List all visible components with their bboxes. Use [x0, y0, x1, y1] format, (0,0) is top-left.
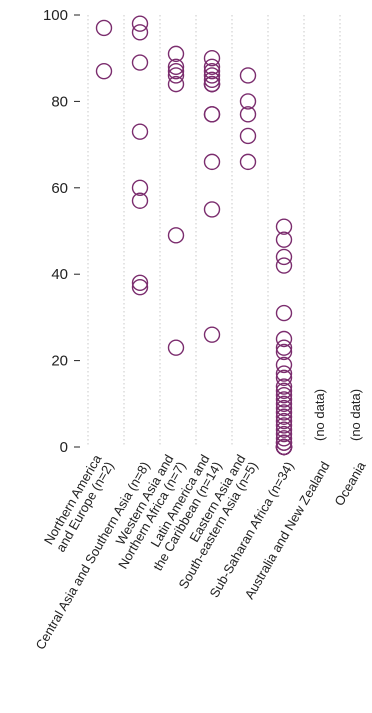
data-point	[275, 339, 293, 356]
data-point	[275, 404, 293, 421]
data-point	[275, 391, 293, 408]
data-point	[239, 67, 257, 84]
data-point	[275, 330, 293, 348]
no-data-label: (no data)	[348, 389, 363, 441]
data-point	[275, 430, 293, 447]
data-point	[275, 257, 293, 274]
data-point	[203, 326, 221, 343]
data-point	[239, 153, 257, 171]
data-point	[203, 62, 221, 80]
data-point	[275, 382, 293, 400]
no-data-label: (no data)	[312, 389, 327, 441]
data-point	[203, 201, 221, 218]
y-tick-label: 20	[51, 353, 68, 370]
data-point	[167, 227, 185, 244]
data-point	[131, 24, 149, 41]
grid-lines	[87, 15, 341, 447]
data-point	[131, 179, 149, 197]
data-point	[275, 438, 293, 456]
data-point	[167, 45, 185, 63]
data-point	[131, 192, 149, 209]
data-point	[275, 425, 293, 443]
data-point	[239, 93, 257, 110]
data-point	[131, 123, 149, 140]
data-point	[95, 62, 113, 80]
data-point	[275, 412, 293, 430]
data-point	[203, 106, 221, 123]
data-point	[275, 248, 293, 266]
data-point	[275, 365, 293, 382]
data-point	[239, 106, 257, 123]
data-point	[275, 434, 293, 451]
y-tick-label: 40	[51, 266, 68, 283]
category-label: Oceania	[331, 458, 369, 508]
data-point	[275, 417, 293, 434]
data-point	[167, 75, 185, 93]
data-point	[203, 50, 221, 67]
data-point	[275, 395, 293, 412]
y-tick-label: 0	[60, 439, 68, 456]
data-point	[275, 231, 293, 248]
data-point	[203, 153, 221, 171]
data-point	[131, 15, 149, 32]
data-point	[203, 71, 221, 89]
data-point	[131, 54, 149, 71]
data-point	[203, 67, 221, 84]
data-point	[275, 369, 293, 387]
y-tick-label: 100	[43, 7, 68, 24]
data-point	[167, 62, 185, 80]
data-point	[275, 408, 293, 425]
data-point	[167, 67, 185, 84]
y-tick-label: 60	[51, 180, 68, 197]
data-point	[275, 304, 293, 322]
data-point	[203, 75, 221, 93]
data-point	[275, 343, 293, 361]
data-point	[167, 58, 185, 76]
data-point	[131, 274, 149, 292]
data-point	[275, 218, 293, 235]
data-point	[275, 421, 293, 438]
data-point	[275, 378, 293, 395]
data-point	[275, 356, 293, 374]
data-point	[95, 19, 113, 37]
data-point	[131, 278, 149, 296]
data-point	[275, 386, 293, 404]
data-points	[95, 15, 293, 456]
y-axis: 0 20 40 60 80 100	[43, 7, 80, 456]
data-point	[239, 127, 257, 145]
y-tick-label: 80	[51, 93, 68, 110]
data-point	[203, 58, 221, 76]
data-point	[167, 339, 185, 356]
data-point	[275, 399, 293, 417]
